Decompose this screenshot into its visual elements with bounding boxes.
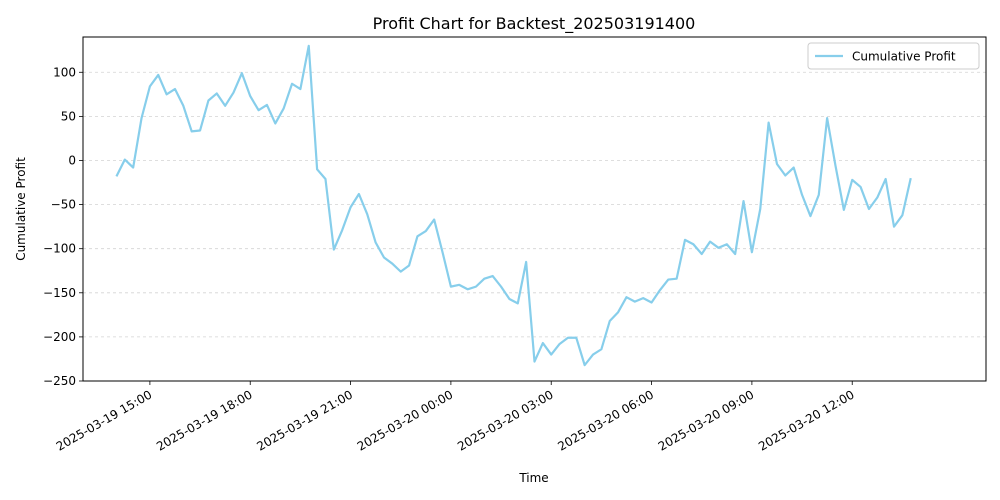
y-axis-label: Cumulative Profit	[14, 157, 28, 261]
legend-label: Cumulative Profit	[852, 50, 956, 64]
x-tick-label: 2025-03-20 00:00	[355, 387, 456, 453]
x-tick-label: 2025-03-20 09:00	[656, 387, 757, 453]
y-tick-label: −100	[43, 242, 76, 256]
y-axis: −250 −200 −150 −100 −50 0 50 100	[43, 65, 83, 388]
y-tick-label: 0	[68, 153, 76, 167]
y-tick-label: −250	[43, 374, 76, 388]
x-tick-label: 2025-03-20 03:00	[455, 387, 556, 453]
y-tick-label: 50	[61, 109, 76, 123]
plot-frame	[82, 36, 987, 382]
y-tick-label: −50	[51, 198, 76, 212]
series-lines	[115, 44, 912, 367]
x-tick-label: 2025-03-20 12:00	[756, 387, 857, 453]
x-tick-label: 2025-03-19 15:00	[54, 387, 155, 453]
y-tick-label: 100	[53, 65, 76, 79]
x-axis-label: Time	[518, 471, 548, 485]
y-tick-label: −150	[43, 286, 76, 300]
legend: Cumulative Profit	[807, 42, 980, 70]
legend-box	[807, 42, 980, 70]
chart-title: Profit Chart for Backtest_202503191400	[373, 14, 696, 34]
y-tick-label: −200	[43, 330, 76, 344]
series-line-cumulative-profit	[115, 44, 912, 367]
x-tick-label: 2025-03-19 21:00	[254, 387, 355, 453]
gridlines	[83, 71, 986, 382]
x-tick-label: 2025-03-20 06:00	[555, 387, 656, 453]
x-axis: 2025-03-19 15:00 2025-03-19 18:00 2025-03-…	[54, 381, 857, 454]
x-tick-label: 2025-03-19 18:00	[154, 387, 255, 453]
